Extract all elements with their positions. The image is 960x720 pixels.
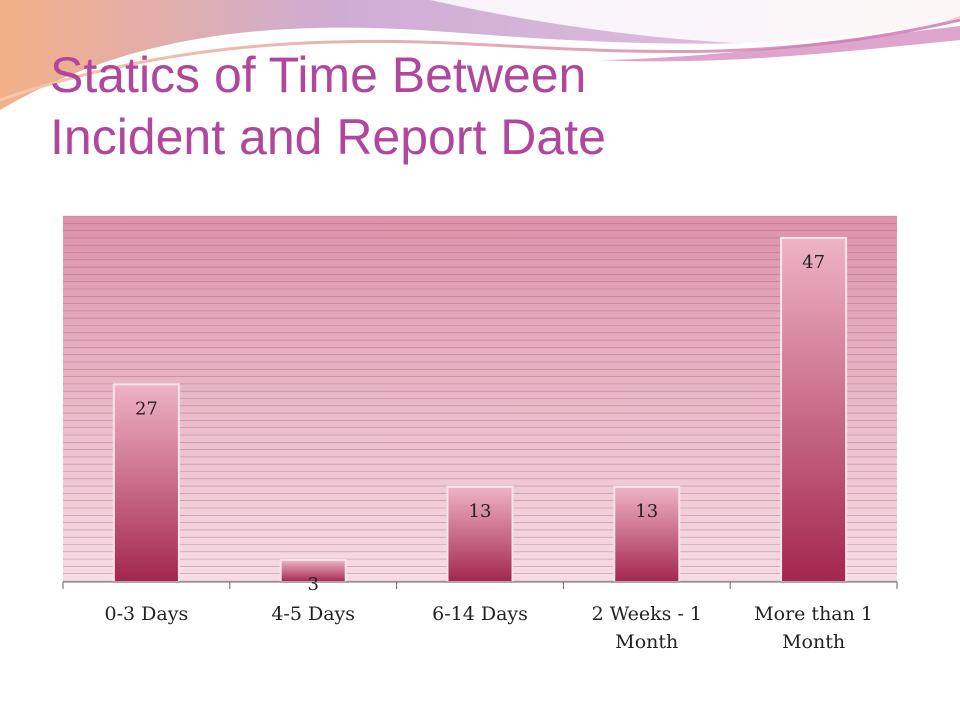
category-label: 0-3 Days: [105, 603, 189, 625]
data-label: 13: [635, 501, 658, 522]
category-label: 4-5 Days: [271, 603, 355, 625]
category-label-line: Month: [782, 631, 845, 653]
bar-3: [446, 485, 514, 583]
decorative-swoosh: [0, 0, 960, 110]
bar-4: [613, 485, 681, 583]
data-label: 13: [469, 501, 492, 522]
slide-title-line-1: Statics of Time Between: [50, 47, 587, 103]
x-axis: [62, 581, 898, 589]
category-label-line: 0-3 Days: [105, 603, 189, 625]
category-label: 6-14 Days: [432, 603, 528, 625]
category-label-line: 6-14 Days: [432, 603, 528, 625]
category-label-line: 4-5 Days: [271, 603, 355, 625]
bars: [112, 236, 848, 584]
category-label-line: More than 1: [754, 603, 873, 625]
category-label-line: 2 Weeks - 1: [592, 603, 702, 625]
data-label: 27: [135, 398, 158, 419]
labels: 27 0-3 Days 3 4-5 Days 13 6-14 Days 13 2 Weeks …: [105, 252, 873, 653]
slide-title-line-2: Incident and Report Date: [50, 109, 606, 165]
category-label-line: Month: [615, 631, 678, 653]
data-label: 3: [307, 574, 318, 595]
slide-title: Statics of Time Between Incident and Rep…: [50, 44, 910, 168]
bar-5: [780, 236, 848, 584]
data-label: 47: [802, 252, 825, 273]
category-label: 2 Weeks - 1 Month: [592, 603, 702, 653]
category-label: More than 1 Month: [754, 603, 873, 653]
bar-1: [112, 383, 180, 583]
